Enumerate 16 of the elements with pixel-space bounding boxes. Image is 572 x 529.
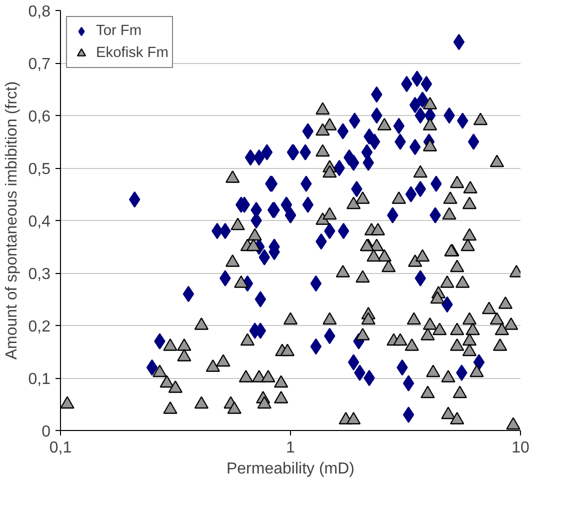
x-tick-label: 1 [286,440,296,456]
y-tick-label: 0,4 [28,214,51,230]
y-tick-label: 0,8 [28,4,51,20]
y-tick-label: 0 [42,424,51,440]
y-tick-label: 0,1 [28,371,51,388]
y-tick-label: 0,7 [28,56,51,73]
y-tick-label: 0,5 [28,161,51,178]
x-axis-title: Permeability (mD) [226,460,355,478]
y-axis-title: Amount of spontaneous imbibition (frct) [3,81,20,360]
y-tick-label: 0,6 [28,108,51,126]
legend-label: Ekofisk Fm [96,45,168,61]
y-tick-label: 0,2 [28,318,51,336]
legend-label: Tor Fm [96,23,142,39]
x-tick-label: 10 [512,440,530,456]
y-tick-label: 0,3 [28,266,51,283]
x-tick-label: 0,1 [49,440,72,456]
